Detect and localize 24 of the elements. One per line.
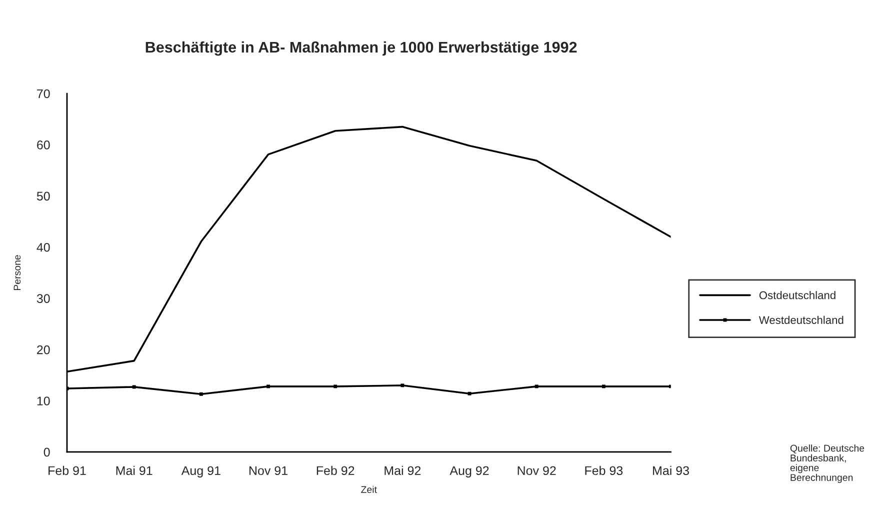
y-axis-title: Persone <box>14 255 21 290</box>
x-tick-label: Aug 91 <box>181 466 220 478</box>
x-axis-title: Zeit <box>361 486 377 493</box>
x-tick-label: Nov 91 <box>249 466 288 476</box>
y-tick-label: 60 <box>37 140 50 150</box>
y-tick-label: 70 <box>37 89 50 98</box>
x-tick-label: Mai 92 <box>384 466 421 476</box>
x-tick-label: Feb 93 <box>585 466 623 476</box>
x-tick-label: Mai 93 <box>653 466 689 476</box>
y-tick-label: 30 <box>36 294 50 304</box>
x-tick-label: Nov 92 <box>518 466 556 476</box>
chart-title: Beschäftigte in AB- Maßnahmen je 1000 Erwerbstätige 1992 <box>146 41 577 56</box>
x-tick-label: Aug 92 <box>450 466 489 478</box>
x-tick-label: Mai 91 <box>116 466 152 476</box>
x-tick-label: Feb 92 <box>316 466 354 476</box>
y-tick-label: 0 <box>44 448 50 457</box>
legend-label: Ostdeutschland <box>759 291 836 300</box>
source-note: Quelle: Deutsche Bundesbank, eigene Berechnungen <box>790 444 864 483</box>
legend-label: Westdeutschland <box>758 316 844 324</box>
x-tick-label: Feb 91 <box>48 466 86 476</box>
y-tick-label: 10 <box>37 396 50 406</box>
y-tick-label: 50 <box>36 192 50 201</box>
y-tick-label: 40 <box>36 242 50 252</box>
y-tick-label: 20 <box>37 345 50 354</box>
